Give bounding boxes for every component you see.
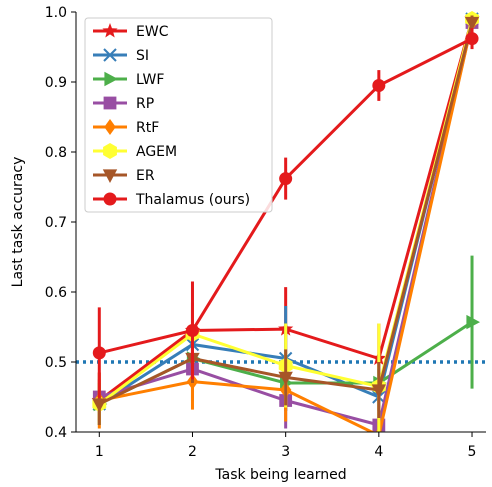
data-point: [92, 398, 107, 412]
legend-marker: [103, 48, 117, 62]
legend-marker: [103, 96, 117, 110]
legend-marker: [104, 119, 116, 135]
legend-item: Thalamus (ours): [93, 192, 250, 208]
legend-item: EWC: [93, 23, 169, 40]
legend-item: RP: [93, 96, 154, 112]
legend-item: RtF: [93, 119, 159, 136]
axes: 0.4 0.5 0.6 0.7 0.8 0.9 1.0 1 2 3 4 5 Task being l…: [10, 5, 486, 483]
x-tick-label: 5: [468, 444, 477, 460]
x-tick-label: 1: [95, 444, 104, 460]
legend-marker: [104, 71, 118, 87]
data-point: [466, 314, 481, 330]
data-point: [279, 172, 293, 186]
y-tick-label: 0.7: [45, 215, 67, 231]
x-axis-label: Task being learned: [214, 467, 346, 483]
legend-marker: [103, 192, 117, 206]
legend-label: ER: [136, 168, 155, 184]
data-point: [464, 16, 480, 31]
y-axis-label: Last task accuracy: [10, 157, 26, 288]
y-ticks: 0.4 0.5 0.6 0.7 0.8 0.9 1.0: [45, 5, 76, 441]
x-tick-label: 3: [281, 444, 290, 460]
legend-label: AGEM: [136, 144, 177, 160]
y-tick-label: 1.0: [45, 5, 67, 21]
legend-label: RtF: [136, 120, 159, 136]
legend-label: EWC: [136, 24, 169, 40]
y-tick-label: 0.5: [45, 355, 67, 371]
legend-label: RP: [136, 96, 154, 112]
legend-item: LWF: [93, 71, 164, 88]
data-point: [372, 79, 386, 92]
legend-label: Thalamus (ours): [135, 192, 250, 208]
legend-marker: [102, 23, 118, 38]
legend-marker: [103, 143, 117, 159]
legend-box: [84, 17, 273, 213]
data-point: [278, 371, 293, 386]
series-thalamus-ours: [92, 28, 479, 399]
x-tick-label: 2: [188, 444, 197, 460]
legend-marker: [102, 169, 118, 183]
legend-label: SI: [136, 48, 149, 64]
legend-label: LWF: [136, 72, 164, 88]
data-point: [465, 32, 479, 46]
data-point: [92, 346, 106, 360]
x-tick-label: 4: [374, 444, 383, 460]
y-tick-label: 0.8: [45, 145, 67, 161]
data-point: [185, 324, 199, 337]
legend: EWC SI LWF RP RtF AGEM ER Thalamus (ours): [84, 17, 273, 213]
y-tick-label: 0.9: [45, 75, 67, 91]
legend-item: AGEM: [93, 143, 177, 160]
x-ticks: 1 2 3 4 5: [95, 432, 477, 460]
series-lines: [76, 11, 486, 432]
data-point: [371, 384, 387, 398]
legend-item: SI: [93, 48, 149, 64]
y-tick-label: 0.4: [45, 425, 67, 441]
legend-item: ER: [93, 168, 155, 184]
y-tick-label: 0.6: [45, 285, 67, 301]
